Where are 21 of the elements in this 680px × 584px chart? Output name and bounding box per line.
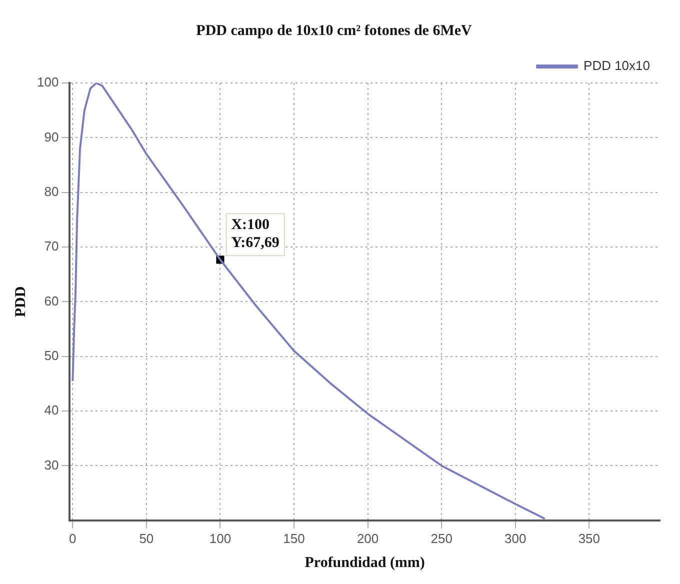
y-tick-label: 30	[44, 457, 59, 472]
y-axis-title: PDD	[12, 286, 29, 318]
chart-title: PDD campo de 10x10 cm² fotones de 6MeV	[196, 22, 472, 39]
y-tick-label: 40	[44, 402, 59, 418]
x-tick-label: 50	[139, 530, 154, 546]
x-tick-label: 250	[430, 530, 452, 546]
y-tick-label: 90	[44, 129, 59, 144]
y-tick-label: 70	[44, 238, 59, 254]
y-tick-label: 100	[36, 74, 59, 90]
y-tick-label: 80	[44, 184, 59, 199]
y-tick-label: 60	[44, 293, 59, 308]
x-tick-label: 100	[209, 530, 232, 546]
x-axis-title: Profundidad (mm)	[304, 554, 425, 571]
x-tick-label: 150	[283, 530, 305, 546]
x-tick-label: 350	[578, 530, 600, 546]
y-tick-label: 50	[44, 348, 59, 363]
legend-label: PDD 10x10	[584, 58, 650, 74]
x-tick-label: 200	[356, 530, 379, 546]
annotation: X:100 Y:67,69	[231, 217, 280, 252]
x-tick-label: 0	[69, 530, 76, 546]
x-tick-label: 300	[504, 530, 526, 546]
